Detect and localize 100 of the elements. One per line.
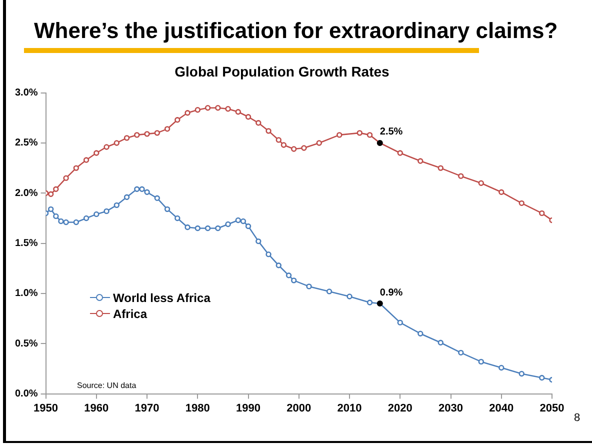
point (194, 225, 201, 232)
point (154, 130, 160, 136)
point (104, 144, 110, 150)
point (438, 165, 444, 171)
point (194, 107, 201, 113)
y-tick-label: 0.0% (14, 388, 38, 400)
point (204, 105, 211, 111)
point (114, 202, 120, 208)
point (94, 211, 100, 218)
point (306, 284, 312, 290)
point (174, 215, 180, 222)
point (104, 208, 110, 214)
point (301, 145, 307, 151)
point (124, 194, 130, 200)
point (73, 219, 80, 226)
point (280, 142, 287, 148)
x-tick-label: 2010 (337, 402, 362, 414)
point (266, 251, 272, 258)
point (245, 114, 252, 120)
y-tick-label: 3.0% (14, 88, 38, 99)
chart-title: Where’s the justification for extraordinary claims? (34, 18, 558, 44)
chart-subtitle: Global Population Growth Rates (174, 63, 390, 80)
point (144, 189, 150, 195)
y-tick-label: 1.0% (14, 288, 38, 300)
point (518, 370, 524, 377)
point (48, 206, 54, 212)
point (458, 350, 464, 356)
point (58, 218, 64, 224)
point (73, 165, 80, 171)
point (225, 106, 231, 112)
x-tick-label: 2040 (489, 402, 514, 414)
point (256, 120, 262, 126)
point (134, 132, 140, 138)
point (356, 130, 362, 136)
point (225, 221, 231, 228)
legend-label: Africa (113, 307, 148, 321)
point (336, 132, 342, 138)
point (114, 140, 120, 146)
point (397, 150, 403, 156)
point (366, 300, 373, 306)
point (498, 364, 504, 371)
point (124, 135, 130, 141)
point (256, 238, 262, 244)
point (215, 225, 221, 232)
annotation: Source: UN data (77, 381, 136, 390)
point (184, 110, 190, 116)
x-tick-label: 2030 (438, 402, 463, 414)
annotation: 0.9% (380, 287, 403, 298)
point (53, 213, 59, 220)
x-tick-label: 1990 (236, 402, 261, 414)
point (458, 173, 464, 179)
point (518, 200, 524, 206)
point (164, 206, 170, 212)
x-tick-label: 2000 (286, 402, 312, 414)
point (139, 186, 145, 192)
point (63, 175, 69, 181)
point (346, 294, 352, 300)
point (83, 157, 90, 163)
x-tick-label: 1960 (84, 402, 109, 414)
y-tick-label: 2.5% (14, 138, 38, 149)
point (397, 320, 403, 326)
legend-label: World less Africa (113, 291, 210, 305)
x-tick-label: 1950 (34, 402, 58, 414)
point (276, 137, 282, 143)
point (204, 225, 211, 232)
text: 8 (574, 412, 580, 424)
point (290, 146, 297, 152)
point (174, 117, 180, 123)
point (144, 131, 150, 137)
y-tick-label: 0.5% (14, 338, 38, 350)
point (498, 189, 504, 195)
point (53, 186, 59, 192)
point (94, 150, 100, 156)
y-tick-label: 2.0% (14, 188, 38, 199)
point (48, 191, 54, 197)
point (83, 215, 90, 222)
point (235, 217, 241, 224)
point (438, 340, 444, 346)
point (245, 223, 252, 230)
point (478, 358, 484, 365)
x-tick-label: 2020 (388, 402, 412, 414)
x-tick-label: 2050 (540, 402, 564, 414)
point (539, 210, 545, 216)
point (164, 126, 170, 132)
point (63, 219, 69, 226)
y-tick-label: 1.5% (14, 238, 38, 250)
point (539, 374, 545, 381)
point (266, 128, 272, 134)
point (418, 330, 424, 336)
point (276, 262, 282, 268)
x-tick-label: 1970 (134, 402, 160, 414)
point (286, 272, 292, 278)
point (235, 109, 241, 115)
annotation: 2.5% (380, 126, 403, 138)
point (316, 140, 322, 146)
point (240, 218, 246, 224)
point (184, 224, 190, 230)
point (154, 195, 160, 201)
point (134, 186, 140, 192)
point (418, 158, 424, 164)
